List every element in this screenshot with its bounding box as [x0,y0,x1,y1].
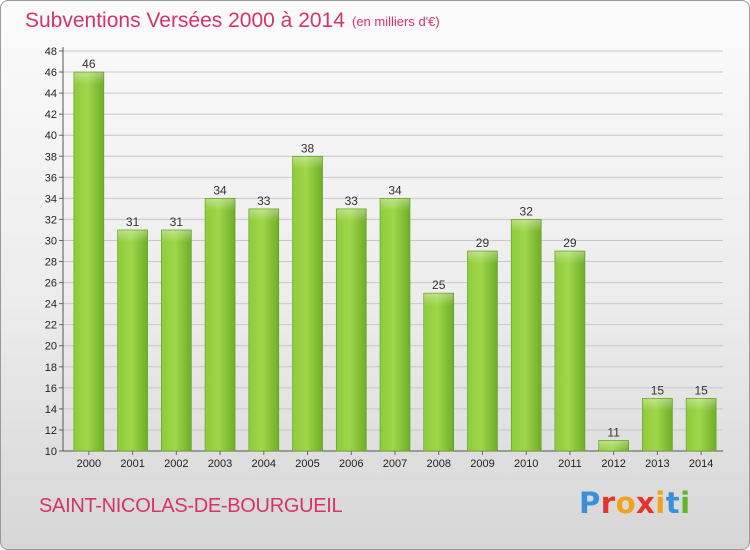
x-tick-label: 2004 [252,458,276,470]
logo-letter: o [615,486,637,520]
y-tick-label: 20 [45,341,57,353]
data-label: 11 [607,425,620,439]
bar-highlight [293,156,323,169]
bar-highlight [74,72,104,85]
data-label: 33 [345,194,359,208]
value-labels: 46 31 31 34 33 38 33 34 25 29 32 29 11 15 15 [82,57,708,439]
bar-2005 [292,155,323,452]
data-label: 32 [520,204,534,218]
commune-name: SAINT-NICOLAS-DE-BOURGUEIL [39,495,343,517]
y-tick-label: 32 [45,214,57,226]
bar-highlight [686,398,716,411]
bar-highlight [424,293,454,306]
y-tick-label: 12 [45,425,57,437]
bar-highlight [599,440,629,452]
x-tick-label: 2005 [295,458,319,470]
logo-letter: t [665,486,681,520]
bar-2003 [204,198,236,452]
bar-highlight [336,209,366,222]
y-tick-label: 14 [45,404,57,416]
bar-2002 [161,229,192,452]
data-label: 15 [651,383,665,397]
data-label: 29 [476,236,490,250]
logo-letter: x [636,486,656,520]
data-label: 34 [388,183,402,197]
data-label: 38 [301,141,315,155]
y-tick-label: 38 [45,151,57,163]
bars [73,71,717,452]
x-tick-label: 2002 [164,458,188,470]
x-tick-label: 2007 [383,458,407,470]
bar-2010 [510,219,542,452]
bar-2001 [117,229,148,452]
y-tick-label: 42 [45,109,57,121]
x-tick-label: 2011 [558,458,582,470]
bar-highlight [642,398,672,411]
x-tick-label: 2008 [426,458,450,470]
x-tick-label: 2013 [645,458,669,470]
y-tick-label: 36 [45,172,57,184]
bar-2009 [467,250,498,452]
bar-2007 [379,198,411,452]
bar-highlight [511,219,541,232]
data-label: 29 [563,236,577,250]
x-tick-label: 2010 [514,458,538,470]
proxiti-logo[interactable]: Proxiti [579,486,691,520]
y-tick-label: 48 [45,46,57,58]
data-label: 46 [82,57,96,71]
bar-2011 [554,250,586,452]
logo-letter: P [579,486,601,520]
bar-highlight [380,198,410,211]
y-tick-label: 34 [45,193,57,205]
bar-2006 [335,208,367,452]
x-tick-label: 2000 [77,458,101,470]
y-tick-label: 40 [45,130,57,142]
bar-highlight [467,251,497,264]
y-tick-label: 22 [45,320,57,332]
x-tick-label: 2014 [689,458,713,470]
chart-subtitle: (en milliers d'€) [352,14,440,29]
logo-letter: i [655,486,666,520]
bar-highlight [249,209,279,222]
data-label: 31 [170,215,184,229]
x-tick-label: 2003 [208,458,232,470]
y-tick-label: 46 [45,67,57,79]
bar-2000 [73,71,105,452]
data-label: 31 [126,215,140,229]
bar-2008 [423,292,455,452]
logo-letter: r [600,486,616,520]
bar-highlight [118,230,148,243]
bar-highlight [555,251,585,264]
data-label: 33 [257,194,271,208]
logo-letter: i [680,486,691,520]
y-tick-label: 24 [45,299,57,311]
chart-title: Subventions Versées 2000 à 2014 [25,9,345,32]
data-label: 34 [213,183,227,197]
y-tick-label: 26 [45,278,57,290]
data-label: 25 [432,278,446,292]
y-tick-label: 10 [45,446,57,458]
y-tick-label: 16 [45,383,57,395]
x-tick-label: 2009 [470,458,494,470]
bar-2004 [248,208,280,452]
data-label: 15 [694,383,708,397]
bar-highlight [161,230,191,243]
y-tick-label: 18 [45,362,57,374]
y-tick-label: 28 [45,257,57,269]
x-tick-label: 2001 [120,458,144,470]
y-tick-label: 44 [45,88,57,100]
y-tick-label: 30 [45,235,57,247]
x-tick-label: 2012 [601,458,625,470]
x-tick-label: 2006 [339,458,363,470]
bar-highlight [205,198,235,211]
